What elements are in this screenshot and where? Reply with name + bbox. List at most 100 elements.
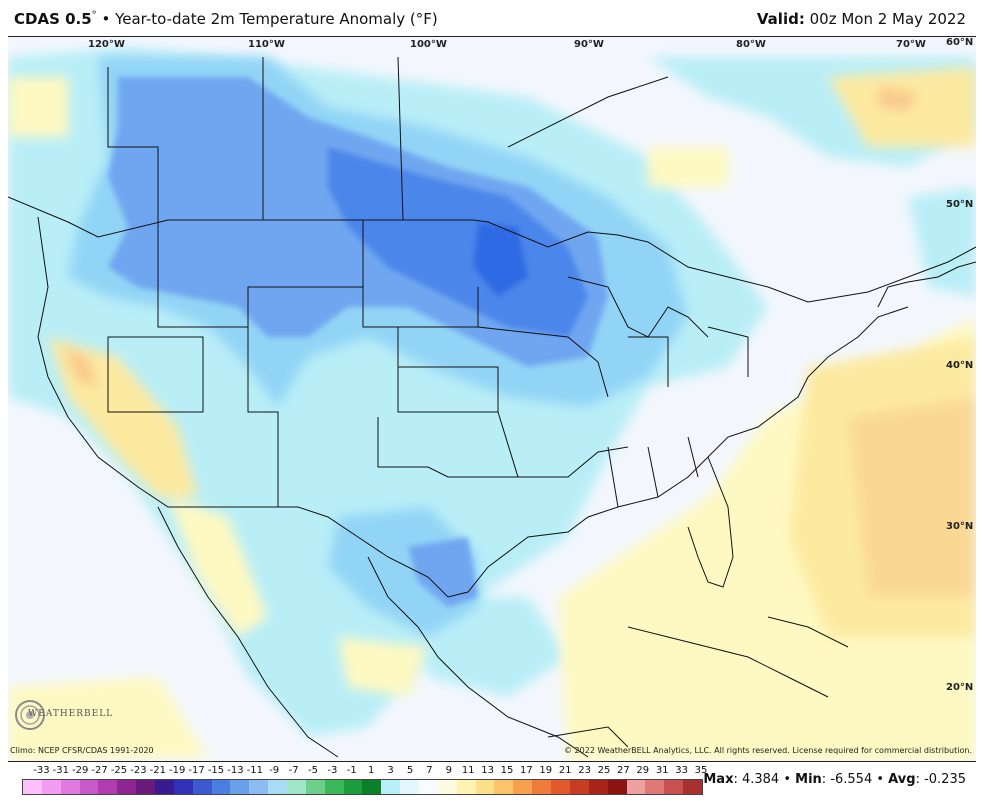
anomaly-map: 120°W 110°W 100°W 90°W 80°W 70°W 60°N 50…	[8, 36, 976, 762]
weatherbell-logo: WEATHERBELL	[12, 695, 112, 735]
colorbar-swatch	[400, 780, 420, 794]
legend-tick-label: 23	[578, 765, 591, 776]
colorbar-swatch	[287, 780, 306, 794]
colorbar-swatch	[23, 780, 42, 794]
max-value: 4.384	[741, 772, 780, 787]
legend-tick-label: 35	[694, 765, 708, 776]
logo-swirl-icon	[15, 700, 45, 730]
colorbar-swatch	[305, 780, 325, 794]
longitude-label: 100°W	[410, 39, 447, 50]
colorbar-swatch	[155, 780, 174, 794]
colorbar-swatch	[588, 780, 608, 794]
avg-label: Avg	[888, 772, 916, 787]
map-title: CDAS 0.5° • Year-to-date 2m Temperature …	[14, 10, 438, 28]
min-label: Min	[795, 772, 822, 787]
colorbar-swatch	[173, 780, 193, 794]
latitude-label: 60°N	[946, 37, 974, 48]
logo-text: WEATHERBELL	[28, 709, 114, 719]
stats: Max: 4.384 • Min: -6.554 • Avg: -0.235	[703, 772, 966, 787]
colorbar-swatch	[136, 780, 156, 794]
legend-tick-label: 15	[500, 765, 514, 776]
legend-tick-label: 7	[426, 765, 433, 776]
colorbar-swatch	[532, 780, 552, 794]
colorbar-swatch	[664, 780, 684, 794]
stats-separator: •	[872, 772, 889, 787]
copyright-note: © 2022 WeatherBELL Analytics, LLC. All r…	[564, 746, 972, 755]
climo-note: Climo: NCEP CFSR/CDAS 1991-2020	[10, 746, 154, 755]
legend-tick-label: -1	[346, 765, 357, 776]
colorbar-swatch	[381, 780, 401, 794]
max-label: Max	[703, 772, 734, 787]
legend-tick-label: -7	[288, 765, 299, 776]
title-separator: •	[96, 10, 116, 28]
legend-tick-label: -21	[149, 765, 166, 776]
colorbar-swatch	[249, 780, 269, 794]
colorbar-swatch	[98, 780, 118, 794]
legend-tick-label: 9	[445, 765, 452, 776]
legend-tick-label: 5	[406, 765, 414, 776]
longitude-label: 70°W	[896, 39, 926, 50]
dark-blue-region	[328, 147, 588, 337]
legend-tick-label: 13	[481, 765, 494, 776]
legend-tick-label: 29	[636, 765, 650, 776]
valid-value: 00z Mon 2 May 2022	[809, 10, 966, 28]
legend-tick-label: -15	[207, 765, 225, 776]
colorbar-swatch	[607, 780, 627, 794]
colorbar-swatch	[645, 780, 665, 794]
min-value: -6.554	[830, 772, 873, 787]
legend-tick-label: 3	[387, 765, 394, 776]
latitude-label: 30°N	[946, 521, 974, 532]
legend-tick-label: -23	[130, 765, 147, 776]
colorbar-swatch	[437, 780, 457, 794]
legend-tick-label: 11	[461, 765, 475, 776]
avg-value: -0.235	[924, 772, 966, 787]
colorbar-swatch	[60, 780, 80, 794]
map-subtitle: Year-to-date 2m Temperature Anomaly (°F)	[115, 10, 438, 28]
longitude-label: 120°W	[88, 39, 125, 50]
legend-tick-label: -29	[72, 765, 89, 776]
colorbar-swatch	[192, 780, 212, 794]
legend-tick-label: 1	[368, 765, 375, 776]
stats-separator: •	[779, 772, 796, 787]
colorbar	[22, 779, 703, 795]
colorbar-swatch	[456, 780, 476, 794]
legend-tick-label: 25	[597, 765, 611, 776]
colorbar-swatch	[79, 780, 99, 794]
longitude-label: 90°W	[574, 39, 604, 50]
colorbar-swatch	[569, 780, 589, 794]
colorbar-swatch	[362, 780, 382, 794]
colorbar-swatch	[268, 780, 288, 794]
degree-symbol: °	[91, 10, 97, 21]
colorbar-swatch	[475, 780, 495, 794]
legend-labels: -33 -31 -29 -27 -25 -23 -21 -19 -17 -15 -13 -11 -9 -7…	[14, 765, 714, 779]
legend-tick-label: -27	[91, 765, 108, 776]
anomaly-field	[8, 47, 976, 761]
warm-anomaly-region	[8, 67, 976, 761]
latitude-label: 40°N	[946, 360, 974, 371]
colorbar-swatch	[117, 780, 137, 794]
legend-tick-label: -9	[269, 765, 280, 776]
legend-tick-label: -33	[33, 765, 50, 776]
colorbar-swatch	[211, 780, 231, 794]
legend-tick-label: -17	[188, 765, 205, 776]
model-name: CDAS 0.5	[14, 10, 92, 28]
legend-tick-label: 19	[539, 765, 553, 776]
valid-label: Valid:	[756, 10, 805, 28]
legend-tick-label: -13	[227, 765, 244, 776]
colorbar-swatch	[343, 780, 363, 794]
coastlines-borders	[8, 56, 976, 758]
legend-tick-label: 17	[520, 765, 533, 776]
legend-tick-label: -19	[169, 765, 186, 776]
header: CDAS 0.5° • Year-to-date 2m Temperature …	[0, 0, 984, 36]
latitude-label: 20°N	[946, 682, 974, 693]
colorbar-swatch	[513, 780, 533, 794]
latitude-label: 50°N	[946, 199, 974, 210]
colorbar-swatch	[419, 780, 438, 794]
legend-tick-label: -5	[308, 765, 318, 776]
colorbar-swatch	[626, 780, 646, 794]
legend-tick-label: -11	[246, 765, 263, 776]
colorbar-swatch	[41, 780, 61, 794]
legend-tick-label: 27	[617, 765, 630, 776]
legend-tick-label: -25	[110, 765, 128, 776]
legend-tick-label: -3	[327, 765, 338, 776]
